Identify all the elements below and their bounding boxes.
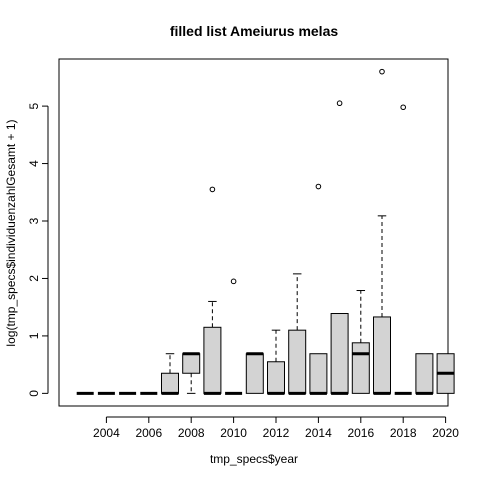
x-tick-label: 2004 (93, 426, 120, 440)
box-2010 (225, 278, 243, 395)
box-iqr (182, 353, 201, 374)
box-2013 (288, 273, 307, 395)
box-2018 (394, 104, 412, 395)
plot-frame (58, 58, 449, 407)
y-tick-label: 4 (27, 160, 41, 167)
x-tick-label: 2008 (178, 426, 205, 440)
y-tick-label: 2 (27, 275, 41, 282)
outlier-point (379, 68, 385, 75)
box-2015 (330, 100, 349, 395)
box-iqr (161, 372, 179, 394)
x-tick-label: 2018 (390, 426, 417, 440)
box-2011 (245, 352, 264, 394)
x-tick-label: 2020 (432, 426, 459, 440)
box-iqr (245, 353, 264, 394)
x-tick-label: 2014 (305, 426, 332, 440)
box-2008 (182, 352, 201, 394)
x-tick-label: 2016 (347, 426, 374, 440)
chart-title: filled list Ameiurus melas (170, 23, 339, 39)
box-iqr (203, 326, 222, 394)
box-2016 (351, 290, 370, 394)
y-axis: 0 1 2 3 4 5 (27, 102, 49, 397)
x-axis-label: tmp_specs$year (210, 452, 298, 466)
outlier-point (336, 100, 343, 107)
boxes-layer (76, 68, 455, 395)
box-2017 (373, 68, 391, 395)
y-tick-label: 0 (27, 390, 41, 397)
outlier-point (230, 278, 237, 285)
box-2009 (203, 186, 222, 395)
box-iqr (267, 361, 285, 394)
y-tick-label: 5 (27, 102, 41, 109)
box-iqr (288, 329, 307, 394)
box-iqr (330, 313, 349, 394)
box-2014 (309, 183, 328, 395)
box-2007 (161, 353, 179, 395)
box-iqr (415, 353, 434, 394)
box-2020 (436, 353, 455, 394)
y-tick-label: 3 (27, 217, 41, 224)
box-iqr (309, 353, 328, 394)
box-2019 (415, 353, 434, 395)
x-tick-label: 2012 (263, 426, 290, 440)
outlier-point (400, 104, 407, 111)
box-iqr (351, 342, 370, 394)
box-iqr (373, 316, 391, 394)
y-tick-label: 1 (27, 332, 41, 339)
box-2012 (267, 329, 285, 395)
x-axis: 2004 2006 2008 2010 2012 2014 2016 2018 2020 (93, 416, 459, 440)
x-tick-label: 2010 (220, 426, 247, 440)
outlier-point (209, 186, 216, 193)
x-tick-label: 2006 (135, 426, 162, 440)
y-axis-label: log(tmp_specs$individuenzahlGesamt + 1) (4, 119, 18, 346)
outlier-point (315, 183, 322, 190)
